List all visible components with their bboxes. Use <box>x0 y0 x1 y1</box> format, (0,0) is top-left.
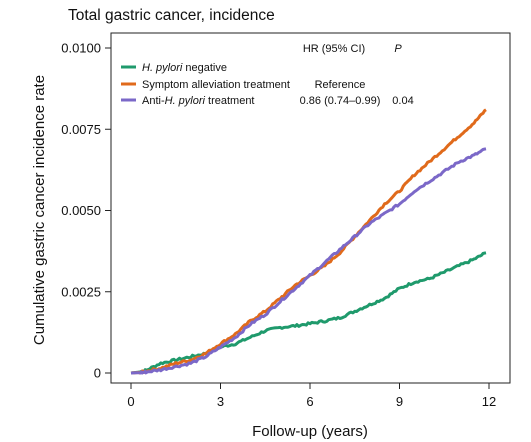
y-tick-label: 0.0025 <box>61 284 101 299</box>
chart-title: Total gastric cancer, incidence <box>68 7 275 24</box>
legend-p: 0.04 <box>392 95 413 107</box>
y-tick-label: 0 <box>94 366 101 381</box>
x-tick-label: 12 <box>482 394 496 409</box>
y-tick-label: 0.0100 <box>61 41 101 56</box>
legend-label: Symptom alleviation treatment <box>142 79 290 91</box>
legend-label-part: H. pylori <box>142 62 183 74</box>
x-tick-label: 0 <box>127 394 134 409</box>
legend-hr: Reference <box>315 79 366 91</box>
series-line <box>130 147 487 375</box>
legend-label-part: Symptom alleviation treatment <box>142 79 290 91</box>
x-tick-label: 3 <box>217 394 224 409</box>
legend-label-part: negative <box>182 62 227 74</box>
series-line <box>130 251 487 375</box>
table-header-p: P <box>394 43 402 55</box>
x-axis-label: Follow-up (years) <box>252 423 368 440</box>
legend-label: Anti-H. pylori treatment <box>142 95 255 107</box>
y-tick-label: 0.0075 <box>61 122 101 137</box>
x-tick-label: 9 <box>396 394 403 409</box>
legend-label-part: H. pylori <box>165 95 206 107</box>
legend-label: H. pylori negative <box>142 62 227 74</box>
legend-label-part: treatment <box>205 95 255 107</box>
plot-area: 0 3 6 9 12 0 0.0025 0.0050 0.0075 0.0100 HR (95% C… <box>61 32 511 409</box>
legend-label-part: Anti- <box>142 95 165 107</box>
y-axis-label: Cumulative gastric cancer incidence rate <box>31 75 48 345</box>
legend-hr: 0.86 (0.74–0.99) <box>300 95 381 107</box>
y-tick-label: 0.0050 <box>61 203 101 218</box>
table-header-hr: HR (95% CI) <box>303 43 365 55</box>
series-line <box>130 108 487 375</box>
x-tick-label: 6 <box>306 394 313 409</box>
